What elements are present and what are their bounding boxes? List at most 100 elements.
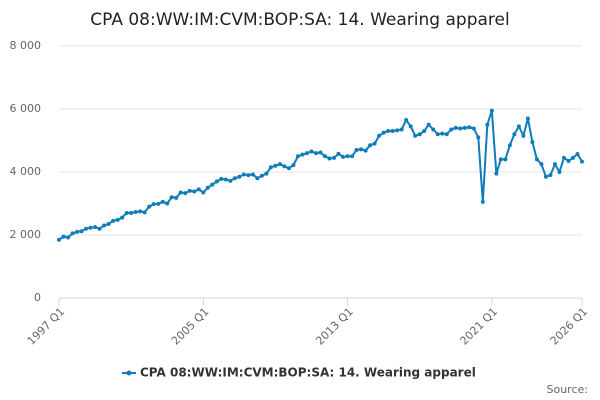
point: [277, 162, 282, 167]
point: [449, 127, 454, 132]
point: [503, 157, 508, 162]
point: [354, 147, 359, 152]
series-line: [58, 110, 583, 241]
point: [372, 141, 377, 146]
point: [498, 157, 503, 162]
point: [232, 176, 237, 181]
point: [192, 189, 197, 194]
point: [291, 163, 296, 168]
point: [404, 118, 409, 123]
point: [133, 210, 138, 215]
point: [507, 143, 512, 148]
point: [138, 209, 143, 214]
point: [467, 125, 472, 130]
y-tick-label: 8 000: [10, 39, 42, 52]
point: [381, 130, 386, 135]
source: Source:: [547, 383, 589, 396]
point: [386, 129, 391, 134]
point: [417, 132, 422, 137]
point: [543, 174, 548, 179]
point: [426, 122, 431, 127]
point: [327, 156, 332, 161]
point: [79, 229, 84, 234]
point: [106, 221, 111, 226]
x-tick-label: 2005 Q1: [169, 305, 212, 348]
point: [539, 162, 544, 167]
point: [480, 199, 485, 204]
point: [580, 159, 584, 164]
point: [70, 231, 75, 236]
point: [530, 140, 535, 145]
point: [462, 125, 467, 130]
point: [350, 154, 355, 159]
point: [570, 155, 575, 160]
point: [395, 128, 400, 133]
point: [66, 235, 71, 240]
point: [516, 124, 521, 129]
point: [160, 199, 165, 204]
point: [566, 158, 571, 163]
point: [435, 132, 440, 137]
point: [489, 108, 494, 113]
point: [286, 166, 291, 171]
point: [323, 154, 328, 159]
point: [485, 122, 490, 127]
point: [241, 172, 246, 177]
point: [575, 152, 580, 157]
point: [102, 223, 107, 228]
point: [309, 149, 314, 154]
point: [124, 210, 129, 215]
point: [142, 210, 147, 215]
point: [255, 176, 260, 181]
y-tick-label: 0: [34, 291, 41, 304]
point: [471, 126, 476, 131]
point: [250, 172, 255, 177]
point: [548, 173, 553, 178]
point: [219, 176, 224, 181]
point: [377, 133, 382, 138]
point: [156, 201, 161, 206]
point: [223, 177, 228, 182]
point: [332, 155, 337, 160]
x-tick-label: 2026 Q1: [548, 305, 591, 348]
point: [295, 154, 300, 159]
point: [88, 225, 93, 230]
point: [169, 195, 174, 200]
y-tick-label: 6 000: [10, 102, 42, 115]
point: [399, 127, 404, 132]
point: [97, 226, 102, 231]
point: [363, 148, 368, 153]
point: [282, 164, 287, 169]
point: [165, 201, 170, 206]
x-tick-label: 2021 Q1: [458, 305, 501, 348]
point: [534, 157, 539, 162]
point: [368, 143, 373, 148]
point: [440, 131, 445, 136]
point: [151, 202, 156, 207]
point: [174, 195, 179, 200]
point: [304, 151, 309, 156]
x-tick-label: 1997 Q1: [25, 305, 68, 348]
point: [84, 226, 89, 231]
point: [183, 191, 188, 196]
point: [422, 129, 427, 134]
point: [525, 116, 530, 121]
point: [237, 174, 242, 179]
point: [228, 178, 233, 183]
point: [75, 229, 80, 234]
point: [273, 163, 278, 168]
point: [458, 126, 463, 131]
point: [259, 173, 264, 178]
point: [178, 190, 183, 195]
point: [187, 188, 192, 193]
point: [521, 133, 526, 138]
point: [214, 179, 219, 184]
point: [453, 125, 458, 130]
point: [552, 162, 557, 167]
point: [345, 154, 350, 159]
chart-title: CPA 08:WW:IM:CVM:BOP:SA: 14. Wearing app…: [90, 10, 509, 30]
point: [561, 155, 566, 160]
y-tick-label: 4 000: [10, 165, 42, 178]
y-tick-label: 2 000: [10, 228, 42, 241]
